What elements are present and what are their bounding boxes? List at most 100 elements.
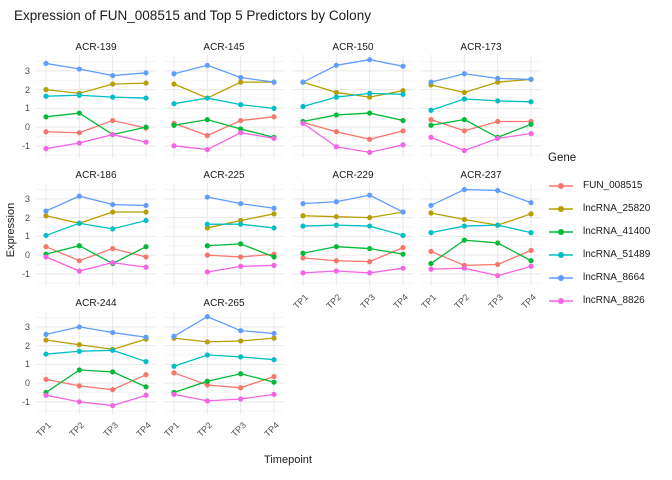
data-point-lncRNA_41400 [76,110,82,116]
data-point-lncRNA_8826 [271,262,277,268]
series-line-lncRNA_8664 [430,73,532,83]
legend-entry-lncRNA_8826: lncRNA_8826 [548,289,650,312]
legend-key-dot [558,182,564,189]
facet-panel [164,183,284,286]
data-point-lncRNA_51489 [110,347,116,353]
legend-entry-lncRNA_8664: lncRNA_8664 [548,266,650,289]
data-point-FUN_008515 [110,387,116,393]
series-line-lncRNA_41400 [302,112,404,123]
data-point-lncRNA_8664 [204,314,210,320]
series-line-lncRNA_51489 [173,97,275,110]
data-point-FUN_008515 [43,244,49,250]
data-point-lncRNA_25820 [271,211,277,217]
data-point-lncRNA_41400 [76,243,82,249]
data-point-lncRNA_8826 [367,270,373,276]
data-point-lncRNA_41400 [271,379,277,385]
facet-strip-label: ACR-173 [460,42,502,53]
data-point-lncRNA_8664 [43,208,49,214]
series-line-FUN_008515 [173,116,275,137]
data-point-lncRNA_8664 [400,209,406,215]
data-point-lncRNA_25820 [461,89,467,96]
facet-panel [421,183,541,286]
data-point-lncRNA_51489 [43,232,49,239]
data-point-lncRNA_51489 [495,222,501,228]
data-point-FUN_008515 [271,373,277,380]
data-point-lncRNA_51489 [238,102,244,108]
data-point-FUN_008515 [333,258,339,264]
data-point-lncRNA_8664 [43,60,49,67]
series-line-lncRNA_8826 [430,265,532,277]
data-point-lncRNA_51489 [528,99,534,105]
data-point-lncRNA_25820 [171,81,177,87]
facet-panel [36,55,156,158]
legend-key-icon [549,205,573,212]
data-point-lncRNA_41400 [367,245,373,252]
data-point-lncRNA_25820 [76,342,82,348]
data-point-FUN_008515 [76,258,82,264]
facet-strip-label: ACR-237 [460,170,502,181]
series-line-lncRNA_41400 [173,118,275,139]
data-point-lncRNA_41400 [495,240,501,246]
legend-entry-FUN_008515: FUN_008515 [548,174,650,197]
series-line-lncRNA_8664 [173,315,275,337]
data-point-lncRNA_51489 [300,103,306,110]
data-point-FUN_008515 [171,370,177,376]
y-tick-label: -1 [21,140,30,151]
data-point-lncRNA_41400 [171,122,177,128]
x-tick-label: TP1 [162,420,182,439]
data-point-lncRNA_41400 [143,124,149,130]
data-point-lncRNA_41400 [238,241,244,247]
y-tick-label: -1 [21,396,30,407]
data-point-lncRNA_41400 [43,114,49,120]
legend: Gene FUN_008515 lncRNA_25820 lncRNA_41400 l… [548,152,650,312]
data-point-lncRNA_8826 [76,399,82,405]
data-point-lncRNA_51489 [204,352,210,358]
facet-panel [293,183,413,286]
x-tick-label: TP4 [391,292,411,311]
series-line-lncRNA_51489 [302,92,404,108]
data-point-FUN_008515 [367,259,373,265]
data-point-lncRNA_25820 [43,213,49,219]
data-point-lncRNA_41400 [143,244,149,250]
data-point-lncRNA_51489 [461,223,467,229]
data-point-lncRNA_8664 [367,57,373,63]
x-tick-label: TP3 [357,292,377,311]
data-point-lncRNA_25820 [367,215,373,221]
x-tick-label: TP3 [228,420,248,439]
data-point-FUN_008515 [204,132,210,139]
series-line-lncRNA_25820 [430,212,532,226]
x-tick-label: TP3 [485,292,505,311]
data-point-lncRNA_8826 [271,391,277,397]
data-point-FUN_008515 [238,254,244,260]
data-point-lncRNA_51489 [238,354,244,360]
data-point-lncRNA_8664 [76,66,82,72]
data-point-FUN_008515 [495,118,501,125]
data-point-lncRNA_41400 [528,258,534,264]
legend-key-dot [558,228,564,235]
series-line-FUN_008515 [45,374,147,391]
data-point-lncRNA_41400 [428,260,434,267]
data-point-FUN_008515 [238,385,244,391]
data-point-lncRNA_8826 [238,263,244,269]
series-line-lncRNA_25820 [45,211,146,224]
data-point-lncRNA_8826 [204,398,210,404]
facet-panel [36,183,156,286]
x-tick-label: TP1 [419,292,439,311]
y-tick-label: 2 [24,84,30,95]
data-point-FUN_008515 [110,117,116,124]
data-point-lncRNA_41400 [76,367,82,373]
data-point-lncRNA_8826 [110,259,116,266]
data-point-lncRNA_51489 [495,98,501,104]
data-point-lncRNA_25820 [333,214,339,220]
facet-panel [293,55,413,158]
data-point-lncRNA_51489 [428,107,434,113]
series-line-lncRNA_41400 [430,118,532,139]
y-tick-label: 1 [24,103,30,114]
facet-panel [164,311,284,414]
data-point-lncRNA_8664 [461,71,467,77]
data-point-lncRNA_8826 [333,144,339,150]
y-tick-label: 0 [24,378,30,389]
data-point-lncRNA_51489 [271,105,277,111]
data-point-lncRNA_51489 [367,223,373,229]
